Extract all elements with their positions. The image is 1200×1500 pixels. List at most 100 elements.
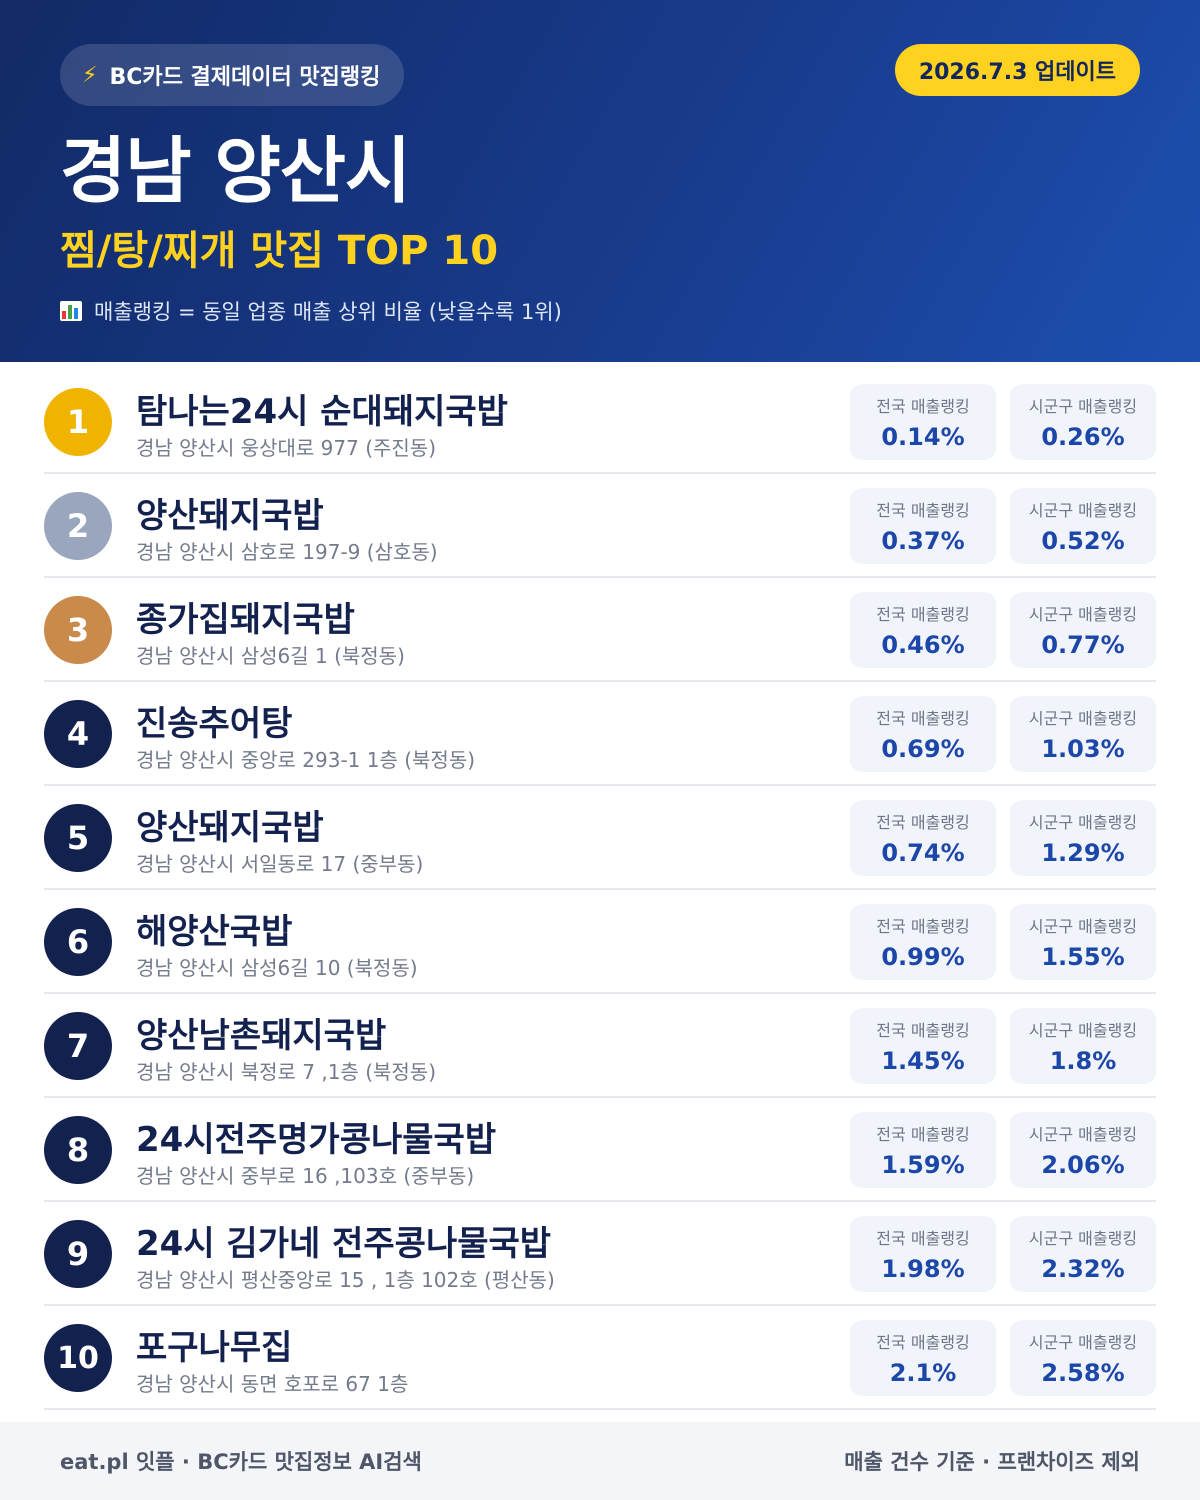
national-ranking-box: 전국 매출랭킹 2.1% — [850, 1320, 996, 1396]
local-ranking-box: 시군구 매출랭킹 1.29% — [1010, 800, 1156, 876]
national-ranking-box: 전국 매출랭킹 0.37% — [850, 488, 996, 564]
local-ranking-label: 시군구 매출랭킹 — [1028, 397, 1138, 416]
national-ranking-value: 1.59% — [881, 1151, 965, 1179]
restaurant-name[interactable]: 양산돼지국밥 — [136, 808, 324, 848]
restaurant-name[interactable]: 진송추어탕 — [136, 704, 293, 744]
local-ranking-label: 시군구 매출랭킹 — [1028, 813, 1138, 832]
national-ranking-label: 전국 매출랭킹 — [876, 501, 970, 520]
local-ranking-value: 1.8% — [1049, 1047, 1117, 1075]
list-item[interactable]: 2 양산돼지국밥 경남 양산시 삼호로 197-9 (삼호동) 전국 매출랭킹 … — [44, 474, 1156, 578]
list-item[interactable]: 9 24시 김가네 전주콩나물국밥 경남 양산시 평산중앙로 15 , 1층 1… — [44, 1202, 1156, 1306]
national-ranking-box: 전국 매출랭킹 0.69% — [850, 696, 996, 772]
national-ranking-value: 0.99% — [881, 943, 965, 971]
rank-badge: 9 — [44, 1220, 112, 1288]
list-item[interactable]: 8 24시전주명가콩나물국밥 경남 양산시 중부로 16 ,103호 (중부동)… — [44, 1098, 1156, 1202]
footer-source: eat.pl 잇플 · BC카드 맛집정보 AI검색 — [60, 1450, 422, 1474]
national-ranking-value: 2.1% — [889, 1359, 957, 1387]
national-ranking-value: 0.74% — [881, 839, 965, 867]
local-ranking-label: 시군구 매출랭킹 — [1028, 1021, 1138, 1040]
restaurant-name[interactable]: 양산돼지국밥 — [136, 496, 324, 536]
local-ranking-box: 시군구 매출랭킹 0.77% — [1010, 592, 1156, 668]
national-ranking-box: 전국 매출랭킹 0.46% — [850, 592, 996, 668]
rank-badge: 7 — [44, 1012, 112, 1080]
local-ranking-label: 시군구 매출랭킹 — [1028, 1125, 1138, 1144]
local-ranking-value: 0.26% — [1041, 423, 1125, 451]
restaurant-name[interactable]: 24시전주명가콩나물국밥 — [136, 1120, 497, 1160]
restaurant-address: 경남 양산시 서일동로 17 (중부동) — [136, 852, 424, 876]
restaurant-address: 경남 양산시 삼호로 197-9 (삼호동) — [136, 540, 438, 564]
restaurant-name[interactable]: 탐나는24시 순대돼지국밥 — [136, 392, 508, 432]
national-ranking-value: 0.46% — [881, 631, 965, 659]
local-ranking-value: 1.55% — [1041, 943, 1125, 971]
restaurant-address: 경남 양산시 북정로 7 ,1층 (북정동) — [136, 1060, 436, 1084]
national-ranking-box: 전국 매출랭킹 1.45% — [850, 1008, 996, 1084]
restaurant-name[interactable]: 양산남촌돼지국밥 — [136, 1016, 387, 1056]
rank-badge: 2 — [44, 492, 112, 560]
national-ranking-box: 전국 매출랭킹 0.14% — [850, 384, 996, 460]
ranking-note-text: 매출랭킹 = 동일 업종 매출 상위 비율 (낮을수록 1위) — [94, 300, 562, 324]
national-ranking-label: 전국 매출랭킹 — [876, 1021, 970, 1040]
national-ranking-box: 전국 매출랭킹 1.98% — [850, 1216, 996, 1292]
national-ranking-label: 전국 매출랭킹 — [876, 1125, 970, 1144]
bar-chart-icon — [60, 301, 82, 321]
list-item[interactable]: 10 포구나무집 경남 양산시 동면 호포로 67 1층 전국 매출랭킹 2.1… — [44, 1306, 1156, 1410]
local-ranking-box: 시군구 매출랭킹 0.52% — [1010, 488, 1156, 564]
rank-badge: 5 — [44, 804, 112, 872]
restaurant-address: 경남 양산시 동면 호포로 67 1층 — [136, 1372, 409, 1396]
national-ranking-label: 전국 매출랭킹 — [876, 1229, 970, 1248]
restaurant-name[interactable]: 24시 김가네 전주콩나물국밥 — [136, 1224, 552, 1264]
list-item[interactable]: 7 양산남촌돼지국밥 경남 양산시 북정로 7 ,1층 (북정동) 전국 매출랭… — [44, 994, 1156, 1098]
list-item[interactable]: 5 양산돼지국밥 경남 양산시 서일동로 17 (중부동) 전국 매출랭킹 0.… — [44, 786, 1156, 890]
list-item[interactable]: 1 탐나는24시 순대돼지국밥 경남 양산시 웅상대로 977 (주진동) 전국… — [44, 370, 1156, 474]
local-ranking-label: 시군구 매출랭킹 — [1028, 917, 1138, 936]
local-ranking-box: 시군구 매출랭킹 2.58% — [1010, 1320, 1156, 1396]
national-ranking-value: 0.69% — [881, 735, 965, 763]
local-ranking-box: 시군구 매출랭킹 1.55% — [1010, 904, 1156, 980]
rank-badge: 1 — [44, 388, 112, 456]
local-ranking-label: 시군구 매출랭킹 — [1028, 709, 1138, 728]
national-ranking-label: 전국 매출랭킹 — [876, 813, 970, 832]
national-ranking-label: 전국 매출랭킹 — [876, 397, 970, 416]
header-banner: ⚡ BC카드 결제데이터 맛집랭킹 2026.7.3 업데이트 경남 양산시 찜… — [0, 0, 1200, 362]
local-ranking-value: 2.32% — [1041, 1255, 1125, 1283]
source-pill: ⚡ BC카드 결제데이터 맛집랭킹 — [60, 44, 405, 106]
restaurant-address: 경남 양산시 평산중앙로 15 , 1층 102호 (평산동) — [136, 1268, 555, 1292]
national-ranking-value: 0.14% — [881, 423, 965, 451]
list-item[interactable]: 4 진송추어탕 경남 양산시 중앙로 293-1 1층 (북정동) 전국 매출랭… — [44, 682, 1156, 786]
restaurant-address: 경남 양산시 웅상대로 977 (주진동) — [136, 436, 437, 460]
national-ranking-label: 전국 매출랭킹 — [876, 1333, 970, 1352]
national-ranking-value: 0.37% — [881, 527, 965, 555]
national-ranking-label: 전국 매출랭킹 — [876, 709, 970, 728]
local-ranking-box: 시군구 매출랭킹 1.8% — [1010, 1008, 1156, 1084]
ranking-note: 매출랭킹 = 동일 업종 매출 상위 비율 (낮을수록 1위) — [60, 296, 562, 326]
source-label: BC카드 결제데이터 맛집랭킹 — [109, 65, 381, 90]
national-ranking-value: 1.98% — [881, 1255, 965, 1283]
national-ranking-label: 전국 매출랭킹 — [876, 917, 970, 936]
restaurant-name[interactable]: 종가집돼지국밥 — [136, 600, 355, 640]
restaurant-address: 경남 양산시 중앙로 293-1 1층 (북정동) — [136, 748, 476, 772]
local-ranking-label: 시군구 매출랭킹 — [1028, 1229, 1138, 1248]
restaurant-address: 경남 양산시 삼성6길 10 (북정동) — [136, 956, 418, 980]
ranking-list: 1 탐나는24시 순대돼지국밥 경남 양산시 웅상대로 977 (주진동) 전국… — [44, 370, 1156, 1410]
list-item[interactable]: 3 종가집돼지국밥 경남 양산시 삼성6길 1 (북정동) 전국 매출랭킹 0.… — [44, 578, 1156, 682]
update-label: 2026.7.3 업데이트 — [918, 60, 1116, 85]
rank-badge: 8 — [44, 1116, 112, 1184]
footer: eat.pl 잇플 · BC카드 맛집정보 AI검색 매출 건수 기준 · 프랜… — [0, 1422, 1200, 1500]
local-ranking-value: 0.77% — [1041, 631, 1125, 659]
restaurant-name[interactable]: 해양산국밥 — [136, 912, 293, 952]
local-ranking-box: 시군구 매출랭킹 0.26% — [1010, 384, 1156, 460]
page-subtitle: 찜/탕/찌개 맛집 TOP 10 — [60, 228, 499, 274]
local-ranking-box: 시군구 매출랭킹 2.32% — [1010, 1216, 1156, 1292]
local-ranking-value: 2.06% — [1041, 1151, 1125, 1179]
national-ranking-value: 1.45% — [881, 1047, 965, 1075]
local-ranking-label: 시군구 매출랭킹 — [1028, 501, 1138, 520]
list-item[interactable]: 6 해양산국밥 경남 양산시 삼성6길 10 (북정동) 전국 매출랭킹 0.9… — [44, 890, 1156, 994]
local-ranking-value: 0.52% — [1041, 527, 1125, 555]
page-title: 경남 양산시 — [60, 129, 411, 213]
restaurant-address: 경남 양산시 삼성6길 1 (북정동) — [136, 644, 405, 668]
footer-criteria: 매출 건수 기준 · 프랜차이즈 제외 — [844, 1450, 1140, 1474]
local-ranking-box: 시군구 매출랭킹 2.06% — [1010, 1112, 1156, 1188]
lightning-icon: ⚡ — [82, 62, 98, 88]
restaurant-name[interactable]: 포구나무집 — [136, 1328, 293, 1368]
rank-badge: 3 — [44, 596, 112, 664]
